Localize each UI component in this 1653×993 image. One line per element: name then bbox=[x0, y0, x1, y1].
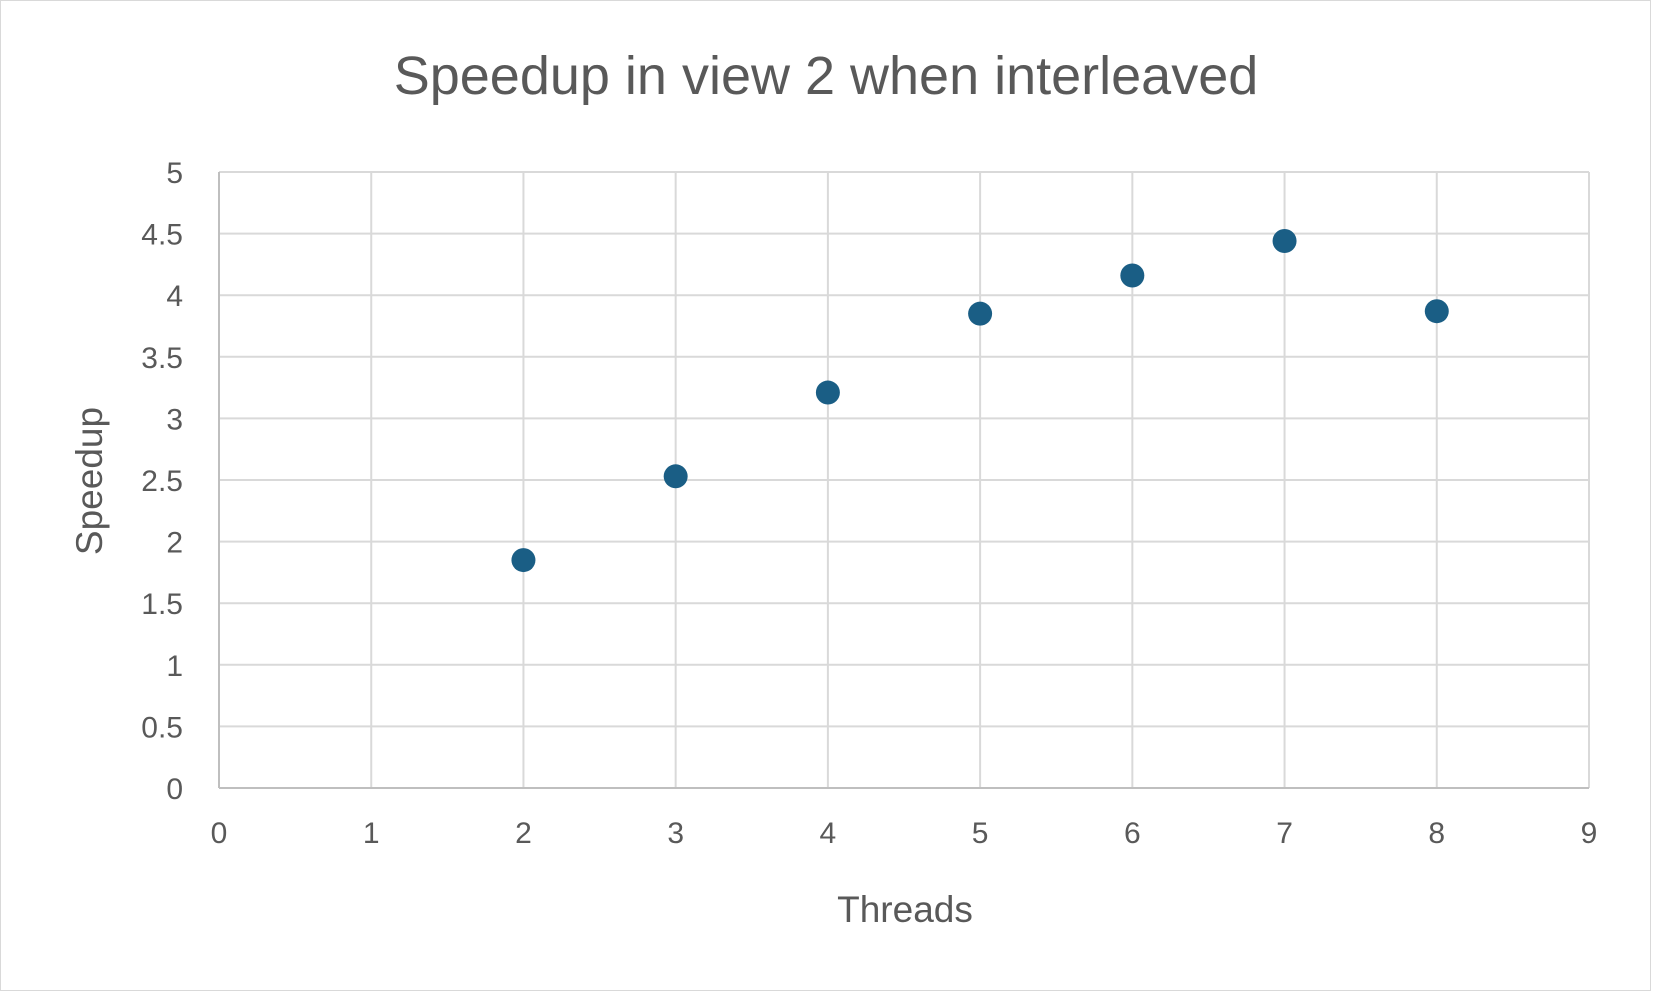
x-tick-label: 4 bbox=[820, 817, 837, 850]
data-point bbox=[663, 464, 688, 489]
data-point bbox=[511, 548, 536, 573]
data-point bbox=[1424, 299, 1449, 324]
x-tick-label: 1 bbox=[363, 817, 380, 850]
x-tick-label: 0 bbox=[211, 817, 228, 850]
x-tick-label: 5 bbox=[972, 817, 989, 850]
gridlines bbox=[219, 171, 1590, 788]
data-point bbox=[968, 301, 993, 326]
data-points bbox=[511, 228, 1449, 573]
y-tick-label: 1 bbox=[166, 650, 183, 683]
y-tick-label: 4.5 bbox=[141, 219, 183, 252]
y-tick-label: 0.5 bbox=[141, 711, 183, 744]
data-point bbox=[1272, 228, 1297, 253]
y-axis-title: Speedup bbox=[69, 407, 110, 555]
x-tick-label: 9 bbox=[1581, 817, 1598, 850]
data-point bbox=[815, 380, 840, 405]
chart-title: Speedup in view 2 when interleaved bbox=[394, 46, 1259, 106]
x-axis-title: Threads bbox=[837, 889, 973, 930]
axes bbox=[218, 172, 1589, 789]
y-tick-label: 0 bbox=[166, 773, 183, 806]
y-tick-label: 3.5 bbox=[141, 342, 183, 375]
x-tick-label: 6 bbox=[1124, 817, 1141, 850]
data-point bbox=[1120, 263, 1145, 288]
y-tick-label: 2.5 bbox=[141, 465, 183, 498]
y-tick-label: 4 bbox=[166, 280, 183, 313]
y-tick-label: 1.5 bbox=[141, 588, 183, 621]
y-tick-label: 2 bbox=[166, 527, 183, 560]
x-tick-label: 2 bbox=[515, 817, 532, 850]
x-tick-label: 8 bbox=[1428, 817, 1445, 850]
y-tick-label: 5 bbox=[166, 157, 183, 190]
y-tick-label: 3 bbox=[166, 403, 183, 436]
tick-labels: 0 0.5 1 1.5 2 2.5 3 3.5 4 4.5 5 0 1 2 3 4 5 6 7 8 9 bbox=[141, 157, 1597, 850]
x-tick-label: 7 bbox=[1276, 817, 1293, 850]
x-tick-label: 3 bbox=[667, 817, 684, 850]
